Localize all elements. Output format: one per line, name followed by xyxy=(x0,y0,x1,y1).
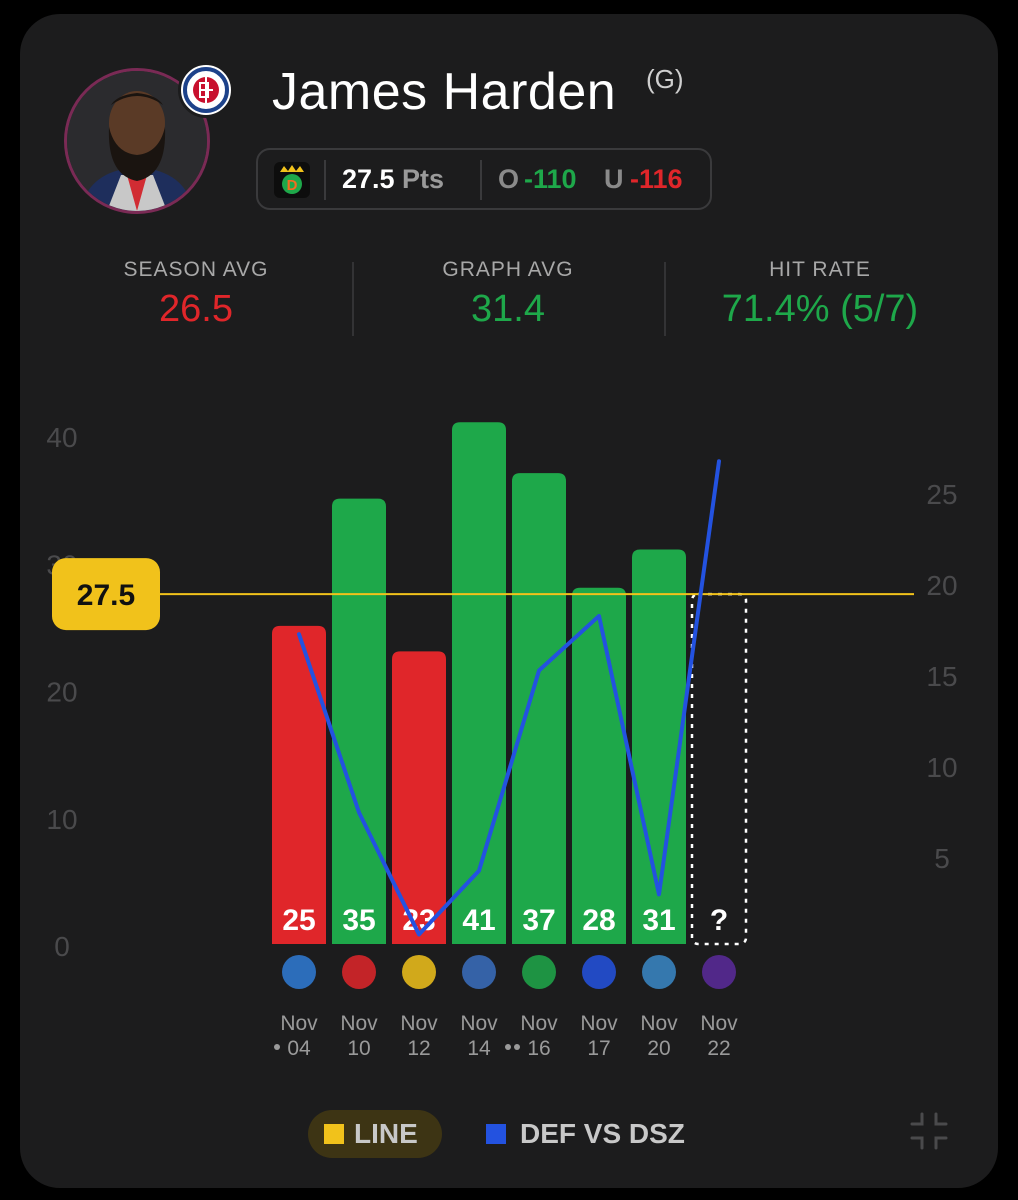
points-bar xyxy=(452,422,506,944)
draftkings-logo-icon: D xyxy=(274,162,310,198)
player-headshot-icon xyxy=(67,71,207,211)
hit-rate-label: HIT RATE xyxy=(769,258,871,281)
left-axis-tick: 40 xyxy=(46,422,77,453)
game-day-label: 22 xyxy=(707,1037,730,1060)
graph-avg-stat: GRAPH AVG 31.4 xyxy=(358,258,658,331)
right-axis-tick: 15 xyxy=(926,661,957,692)
clippers-logo-icon xyxy=(178,62,234,118)
denver-nuggets-logo-icon xyxy=(402,955,436,989)
game-day-label: 20 xyxy=(647,1037,670,1060)
legend-defense-toggle[interactable]: DEF VS DSZ xyxy=(470,1110,730,1158)
prop-line-value: 27.5 xyxy=(342,164,395,194)
bar-value-label: 25 xyxy=(282,904,315,937)
prop-line-label: 27.5 xyxy=(77,579,135,612)
svg-text:D: D xyxy=(287,177,298,194)
game-day-label: 17 xyxy=(587,1037,610,1060)
game-note-dot xyxy=(505,1044,511,1050)
orlando-magic-logo-icon xyxy=(642,955,676,989)
game-note-dot xyxy=(274,1044,280,1050)
prop-divider xyxy=(324,160,326,200)
prop-line-badge xyxy=(52,558,160,631)
under-odds: -116 xyxy=(630,164,683,194)
game-month-label: Nov xyxy=(340,1012,378,1035)
season-avg-value: 26.5 xyxy=(159,288,233,330)
hit-rate-stat: HIT RATE 71.4% (5/7) xyxy=(670,258,970,331)
boston-celtics-logo-icon xyxy=(522,955,556,989)
legend-line-toggle[interactable]: LINE xyxy=(308,1110,442,1158)
player-name: James Harden xyxy=(272,63,617,121)
right-axis-tick: 10 xyxy=(926,752,957,783)
left-axis-tick: 10 xyxy=(46,804,77,835)
bar-value-label: 31 xyxy=(642,904,675,937)
philadelphia-76ers-logo-icon xyxy=(582,955,616,989)
player-position: (G) xyxy=(646,64,684,94)
okc-thunder-logo-icon xyxy=(282,955,316,989)
under-label: U xyxy=(604,164,624,194)
graph-avg-value: 31.4 xyxy=(471,288,545,330)
points-chart: 40302010025201510527.525352341372831?Nov… xyxy=(46,422,957,1060)
game-month-label: Nov xyxy=(460,1012,498,1035)
points-bar xyxy=(332,498,386,944)
graph-avg-label: GRAPH AVG xyxy=(442,258,574,281)
game-month-label: Nov xyxy=(700,1012,738,1035)
right-axis-tick: 5 xyxy=(934,843,950,874)
over-label: O xyxy=(498,164,520,194)
points-bar xyxy=(392,651,446,944)
points-bar xyxy=(512,473,566,944)
points-bar xyxy=(632,549,686,944)
right-axis-tick: 20 xyxy=(926,570,957,601)
bar-value-label: 28 xyxy=(582,904,615,937)
prop-line-box[interactable]: D 27.5 Pts O -110 U -116 xyxy=(256,148,712,210)
upcoming-game-bar xyxy=(690,592,748,946)
line-swatch-icon xyxy=(324,1124,344,1144)
game-day-label: 10 xyxy=(347,1037,370,1060)
over-odds: -110 xyxy=(524,164,577,194)
game-note-dot xyxy=(514,1044,520,1050)
dallas-mavericks-logo-icon xyxy=(462,955,496,989)
points-bar xyxy=(272,625,326,944)
stat-divider xyxy=(664,262,666,336)
defense-series-line xyxy=(297,459,721,937)
collapse-arrows-icon[interactable] xyxy=(906,1108,952,1154)
game-day-label: 16 xyxy=(527,1037,550,1060)
bar-value-label: 37 xyxy=(522,904,555,937)
left-axis-tick: 20 xyxy=(46,677,77,708)
bar-value-label: 35 xyxy=(342,904,375,937)
season-avg-stat: SEASON AVG 26.5 xyxy=(46,258,346,331)
game-month-label: Nov xyxy=(400,1012,438,1035)
points-bar xyxy=(572,587,626,944)
game-month-label: Nov xyxy=(640,1012,678,1035)
bar-value-label: ? xyxy=(710,904,728,937)
game-month-label: Nov xyxy=(580,1012,618,1035)
game-day-label: 12 xyxy=(407,1037,430,1060)
game-day-label: 14 xyxy=(467,1037,491,1060)
legend-defense-label: DEF VS DSZ xyxy=(520,1118,685,1149)
stat-divider xyxy=(352,262,354,336)
prop-unit: Pts xyxy=(402,164,445,194)
right-axis-tick: 25 xyxy=(926,479,957,510)
game-month-label: Nov xyxy=(280,1012,318,1035)
game-month-label: Nov xyxy=(520,1012,558,1035)
atlanta-hawks-logo-icon xyxy=(342,955,376,989)
season-avg-label: SEASON AVG xyxy=(123,258,269,281)
prop-divider xyxy=(480,160,482,200)
defense-swatch-icon xyxy=(486,1124,506,1144)
charlotte-hornets-logo-icon xyxy=(702,955,736,989)
left-axis-tick: 0 xyxy=(54,931,70,962)
bar-value-label: 41 xyxy=(462,904,495,937)
legend-line-label: LINE xyxy=(354,1118,418,1149)
game-day-label: 04 xyxy=(287,1037,311,1060)
hit-rate-value: 71.4% (5/7) xyxy=(721,288,919,330)
